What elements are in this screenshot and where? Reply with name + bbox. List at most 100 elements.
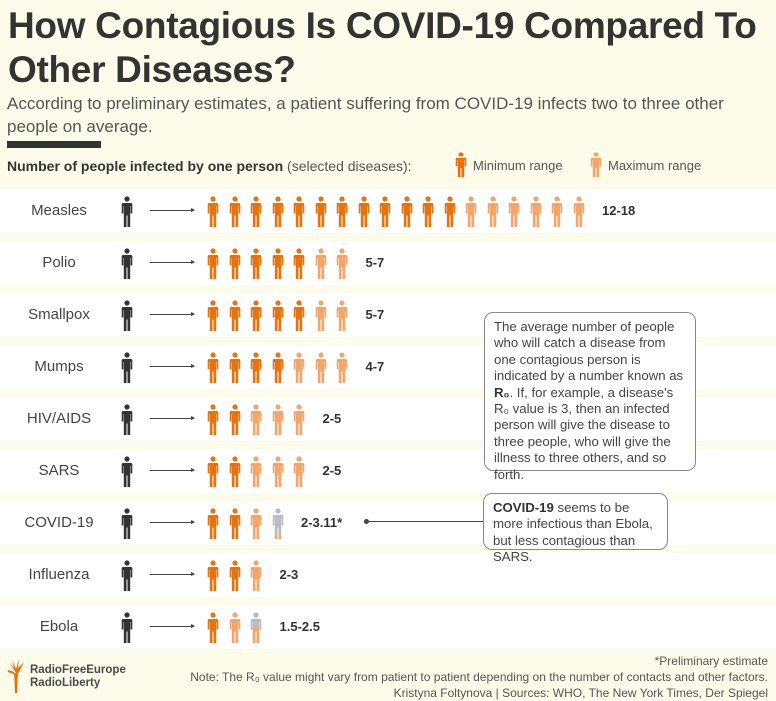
disease-label: HIV/AIDS: [26, 410, 92, 427]
person-min-icon: [207, 352, 219, 383]
arrow-icon: [150, 624, 195, 628]
person-min-icon: [272, 196, 283, 227]
credits: Kristyna Foltynova | Sources: WHO, The N…: [393, 686, 768, 700]
person-max-icon: [336, 352, 348, 383]
person-min-icon: [207, 248, 219, 279]
person-min-icon: [250, 352, 262, 383]
person-max-icon: [250, 508, 262, 539]
person-max-icon: [272, 404, 283, 435]
range-value-label: 2-5: [322, 463, 342, 478]
person-min-icon: [207, 196, 219, 227]
chart-row: Influenza 2-3: [0, 553, 776, 597]
range-value-label: 5-7: [365, 307, 385, 322]
infected-person-icon: [121, 352, 133, 383]
person-min-icon: [444, 196, 455, 227]
person-partial-icon: [250, 612, 262, 643]
source-person: [121, 404, 133, 440]
person-min-icon: [250, 248, 262, 279]
person-min-icon: [336, 196, 348, 227]
source-person: [121, 612, 133, 648]
chart-heading-light: (selected diseases):: [287, 158, 412, 174]
title-divider: [7, 141, 101, 148]
person-min-icon: [207, 456, 219, 487]
person-min-icon: [207, 300, 219, 331]
person-icon-min: [455, 152, 467, 178]
legend-minimum-label: Minimum range: [473, 157, 563, 173]
person-max-icon: [293, 456, 305, 487]
arrow-icon: [150, 416, 195, 420]
chart-heading: Number of people infected by one person …: [7, 158, 412, 174]
person-min-icon: [229, 508, 240, 539]
arrow-icon: [150, 364, 195, 368]
disease-label: Polio: [42, 254, 76, 271]
range-value-label: 2-3: [279, 567, 299, 582]
person-min-icon: [401, 196, 412, 227]
person-max-icon: [573, 196, 584, 227]
infected-person-icon: [121, 560, 133, 591]
person-min-icon: [229, 196, 240, 227]
covid-connector-line: [366, 521, 483, 522]
range-value-label: 5-7: [365, 255, 385, 270]
preliminary-footnote: *Preliminary estimate: [654, 654, 768, 668]
person-min-icon: [229, 404, 240, 435]
logo-line1: RadioFreeEurope: [30, 664, 126, 676]
person-min-icon: [272, 352, 283, 383]
legend-maximum-label: Maximum range: [608, 157, 702, 173]
person-max-icon: [465, 196, 477, 227]
source-person: [121, 248, 133, 284]
person-min-icon: [229, 352, 240, 383]
r0-note: Note: The R₀ value might vary from patie…: [190, 670, 768, 684]
person-min-icon: [250, 196, 262, 227]
person-min-icon: [250, 300, 262, 331]
range-value-label: 2-3.11*: [301, 515, 343, 530]
arrow-icon: [150, 520, 195, 524]
r0-text-part2: . If, for example, a disease's R₀ value …: [494, 384, 674, 482]
person-max-icon: [315, 300, 326, 331]
person-min-icon: [207, 612, 219, 643]
infected-person-icon: [121, 196, 133, 227]
arrow-icon: [150, 260, 195, 264]
person-min-icon: [229, 456, 240, 487]
person-max-icon: [336, 300, 348, 331]
range-value-label: 1.5-2.5: [279, 619, 320, 634]
disease-label: Influenza: [28, 566, 90, 583]
disease-label: SARS: [38, 462, 80, 479]
r0-explanation-callout: The average number of people who will ca…: [484, 312, 696, 482]
infected-person-icon: [121, 404, 133, 435]
infected-person-icon: [121, 456, 133, 487]
covid-callout-text: seems to be more infectious than Ebola, …: [493, 500, 653, 565]
torch-icon: [7, 659, 25, 693]
source-person: [121, 196, 133, 232]
person-max-icon: [551, 196, 563, 227]
disease-label: COVID-19: [24, 514, 94, 531]
person-min-icon: [315, 196, 326, 227]
person-max-icon: [315, 352, 326, 383]
covid-callout-bold: COVID-19: [493, 500, 554, 515]
person-max-icon: [508, 196, 520, 227]
person-min-icon: [229, 560, 240, 591]
source-person: [121, 508, 133, 544]
chart-heading-bold: Number of people infected by one person: [7, 158, 284, 174]
range-value-label: 4-7: [365, 359, 385, 374]
person-max-icon: [336, 248, 348, 279]
range-value-label: 12-18: [602, 203, 636, 218]
infected-person-icon: [121, 300, 133, 331]
person-min-icon: [293, 196, 305, 227]
person-max-icon: [293, 352, 305, 383]
person-max-icon: [530, 196, 541, 227]
covid-callout: COVID-19 seems to be more infectious tha…: [483, 493, 668, 564]
disease-label: Smallpox: [28, 306, 90, 323]
person-min-icon: [293, 248, 305, 279]
person-min-icon: [293, 300, 305, 331]
r0-text-part1: The average number of people who will ca…: [494, 319, 684, 384]
person-min-icon: [229, 300, 240, 331]
person-max-icon: [250, 456, 262, 487]
chart-row: Polio 5-7: [0, 241, 776, 285]
person-min-icon: [379, 196, 391, 227]
arrow-icon: [150, 468, 195, 472]
legend-maximum: Maximum range: [590, 152, 701, 178]
page-title: How Contagious Is COVID-19 Compared To O…: [8, 5, 757, 90]
disease-label: Ebola: [39, 618, 79, 635]
person-max-icon: [272, 456, 283, 487]
r0-term: R₀: [494, 384, 510, 400]
